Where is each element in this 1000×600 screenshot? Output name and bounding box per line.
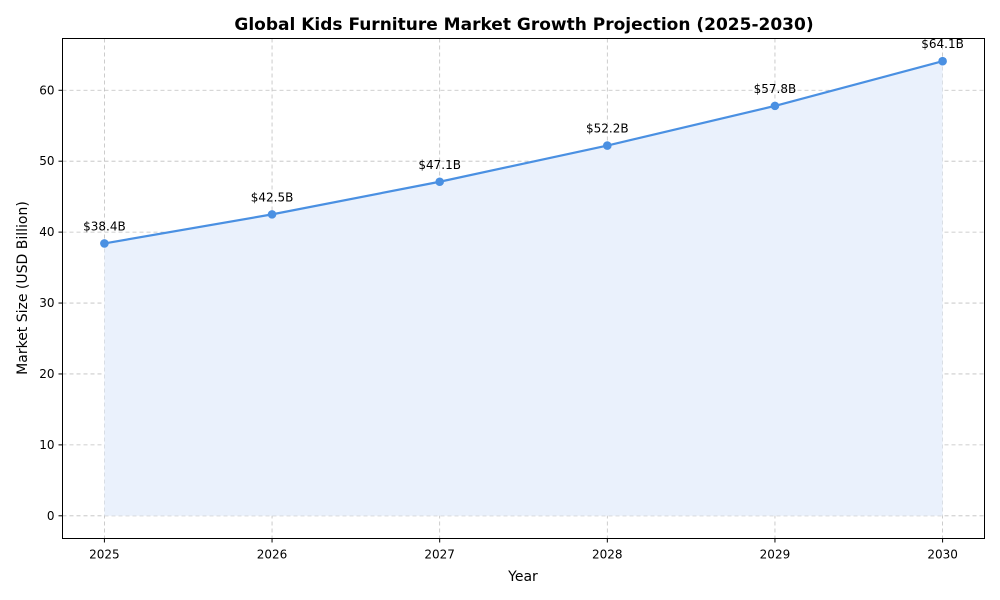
data-point-marker: [603, 141, 612, 150]
data-label-layer: $38.4B $42.5B $47.1B $52.2B $57.8B $64.1B: [83, 37, 964, 233]
data-point-marker: [770, 101, 780, 111]
y-tick-label: 40: [39, 225, 54, 239]
y-tick-label: 20: [39, 367, 54, 381]
plot-frame: [62, 38, 985, 539]
data-point-label: $38.4B: [83, 219, 126, 233]
y-tick-label: 60: [39, 83, 54, 97]
data-point-label: $47.1B: [418, 158, 461, 172]
x-tick-label: 2025: [89, 548, 120, 562]
x-tick-label: 2029: [760, 548, 791, 562]
x-axis-label: Year: [507, 569, 538, 585]
data-point-label: $64.1B: [921, 37, 964, 51]
y-tick-label: 30: [39, 296, 54, 310]
area-layer: [104, 61, 943, 516]
x-tick-label: 2026: [257, 548, 288, 562]
line-layer: [104, 60, 943, 245]
y-tick-label: 50: [39, 154, 54, 168]
y-tick-label: 0: [47, 509, 55, 523]
data-point-marker: [100, 239, 109, 248]
series-area-fill: [104, 61, 943, 516]
y-tick-label: 10: [39, 438, 54, 452]
x-tick-label: 2030: [927, 548, 958, 562]
chart-title: Global Kids Furniture Market Growth Proj…: [234, 15, 813, 35]
data-point-label: $57.8B: [754, 82, 797, 96]
data-point-marker: [267, 210, 277, 219]
series-line: [104, 60, 943, 245]
marker-layer: [100, 56, 947, 248]
x-tick-label: 2027: [424, 548, 455, 562]
y-axis-label: Market Size (USD Billion): [15, 201, 31, 375]
data-point-marker: [938, 56, 947, 66]
data-point-label: $52.2B: [586, 122, 629, 136]
data-point-label: $42.5B: [251, 190, 294, 204]
data-point-marker: [435, 177, 444, 187]
x-tick-label: 2028: [592, 548, 623, 562]
